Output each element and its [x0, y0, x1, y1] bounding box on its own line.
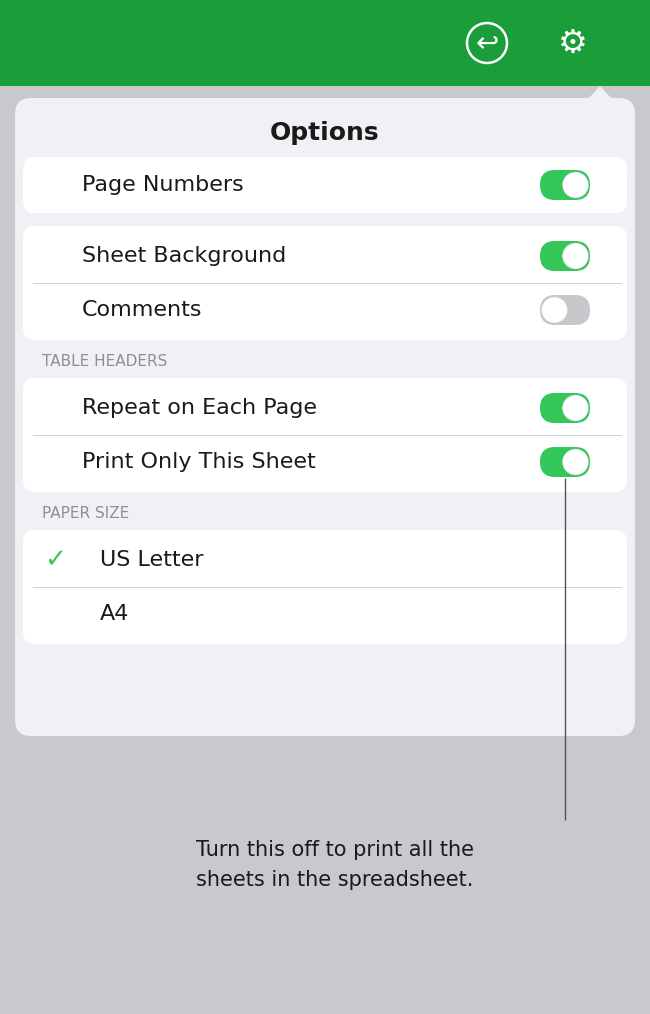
Text: Options: Options — [270, 121, 380, 145]
FancyBboxPatch shape — [23, 226, 627, 340]
Text: Page Numbers: Page Numbers — [82, 175, 244, 195]
FancyBboxPatch shape — [23, 378, 627, 492]
FancyBboxPatch shape — [540, 295, 590, 325]
Text: ⚙: ⚙ — [558, 26, 588, 60]
Text: Print Only This Sheet: Print Only This Sheet — [82, 452, 316, 472]
Text: US Letter: US Letter — [100, 550, 203, 570]
FancyBboxPatch shape — [23, 157, 627, 213]
FancyBboxPatch shape — [0, 0, 650, 86]
FancyBboxPatch shape — [540, 393, 590, 423]
Text: Turn this off to print all the
sheets in the spreadsheet.: Turn this off to print all the sheets in… — [196, 840, 474, 889]
Text: Comments: Comments — [82, 300, 203, 320]
FancyBboxPatch shape — [540, 241, 590, 271]
FancyBboxPatch shape — [540, 170, 590, 200]
Text: Sheet Background: Sheet Background — [82, 246, 286, 266]
FancyBboxPatch shape — [540, 447, 590, 477]
Circle shape — [541, 297, 567, 323]
FancyBboxPatch shape — [23, 530, 627, 644]
Text: PAPER SIZE: PAPER SIZE — [42, 507, 129, 521]
Circle shape — [562, 243, 588, 269]
Text: ↩: ↩ — [475, 29, 499, 57]
Circle shape — [562, 449, 588, 475]
Circle shape — [562, 395, 588, 421]
Circle shape — [562, 172, 588, 198]
Text: A4: A4 — [100, 604, 129, 624]
Text: TABLE HEADERS: TABLE HEADERS — [42, 355, 168, 369]
Polygon shape — [587, 86, 613, 100]
FancyBboxPatch shape — [15, 98, 635, 736]
Text: Repeat on Each Page: Repeat on Each Page — [82, 399, 317, 418]
Text: ✓: ✓ — [44, 547, 66, 573]
